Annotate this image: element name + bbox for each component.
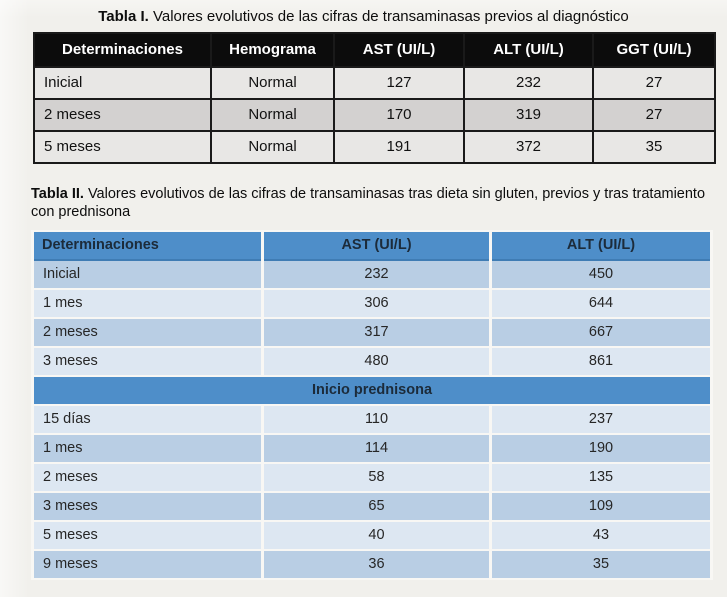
column-header-hemograma: Hemograma (210, 31, 335, 68)
table2-caption-label: Tabla II. (31, 185, 84, 202)
band-label: Inicio prednisona (31, 375, 713, 406)
table-row: 2 meses 58 135 (31, 462, 713, 493)
column-header-ast: AST (UI/L) (261, 230, 492, 261)
table-row: 9 meses 36 35 (31, 549, 713, 580)
table-cell: 65 (261, 491, 492, 522)
table-row: 2 meses 317 667 (31, 317, 713, 348)
table-cell: 135 (489, 462, 713, 493)
table-cell: Inicial (33, 65, 212, 100)
table1-caption: Tabla I. Valores evolutivos de las cifra… (0, 8, 727, 27)
table-cell: 644 (489, 288, 713, 319)
table-cell: 2 meses (31, 462, 264, 493)
table2-caption: Tabla II. Valores evolutivos de las cifr… (31, 185, 721, 221)
table-cell: 2 meses (33, 97, 212, 132)
table-cell: 114 (261, 433, 492, 464)
table-row: 3 meses 65 109 (31, 491, 713, 522)
table-cell: 372 (463, 129, 594, 164)
table-row: Inicial Normal 127 232 27 (33, 65, 716, 100)
table-cell: 237 (489, 404, 713, 435)
column-header-determinaciones: Determinaciones (31, 230, 264, 261)
table1-header-row: Determinaciones Hemograma AST (UI/L) ALT… (33, 31, 716, 68)
column-header-ast: AST (UI/L) (333, 31, 465, 68)
table1: Determinaciones Hemograma AST (UI/L) ALT… (33, 31, 716, 164)
table-cell: 35 (592, 129, 716, 164)
table-cell: 667 (489, 317, 713, 348)
table2-header-row: Determinaciones AST (UI/L) ALT (UI/L) (31, 230, 713, 261)
table-cell: 306 (261, 288, 492, 319)
table-cell: 191 (333, 129, 465, 164)
table-cell: 36 (261, 549, 492, 580)
table-cell: 190 (489, 433, 713, 464)
table-row: 5 meses 40 43 (31, 520, 713, 551)
table-row: 15 días 110 237 (31, 404, 713, 435)
table-cell: 232 (463, 65, 594, 100)
table1-caption-label: Tabla I. (98, 8, 149, 25)
table-cell: Normal (210, 65, 335, 100)
table-cell: 2 meses (31, 317, 264, 348)
column-header-determinaciones: Determinaciones (33, 31, 212, 68)
table-cell: 480 (261, 346, 492, 377)
column-header-alt: ALT (UI/L) (489, 230, 713, 261)
table-cell: 5 meses (33, 129, 212, 164)
table-cell: 3 meses (31, 346, 264, 377)
table2-caption-text: Valores evolutivos de las cifras de tran… (31, 185, 706, 220)
prednisone-start-band: Inicio prednisona (31, 375, 713, 406)
table-cell: 5 meses (31, 520, 264, 551)
table-cell: 110 (261, 404, 492, 435)
table-cell: 319 (463, 97, 594, 132)
table-cell: 58 (261, 462, 492, 493)
table-cell: Inicial (31, 259, 264, 290)
table-cell: 1 mes (31, 433, 264, 464)
table-cell: Normal (210, 97, 335, 132)
table-cell: 15 días (31, 404, 264, 435)
table-cell: 861 (489, 346, 713, 377)
table-cell: 27 (592, 97, 716, 132)
table-cell: 1 mes (31, 288, 264, 319)
column-header-ggt: GGT (UI/L) (592, 31, 716, 68)
table-row: 1 mes 114 190 (31, 433, 713, 464)
table-cell: 232 (261, 259, 492, 290)
table-row: 1 mes 306 644 (31, 288, 713, 319)
column-header-alt: ALT (UI/L) (463, 31, 594, 68)
table-cell: 127 (333, 65, 465, 100)
table-cell: Normal (210, 129, 335, 164)
table1-caption-text: Valores evolutivos de las cifras de tran… (148, 8, 629, 25)
table-row: 5 meses Normal 191 372 35 (33, 129, 716, 164)
table-cell: 27 (592, 65, 716, 100)
table-row: Inicial 232 450 (31, 259, 713, 290)
table-row: 2 meses Normal 170 319 27 (33, 97, 716, 132)
table-cell: 170 (333, 97, 465, 132)
table-cell: 40 (261, 520, 492, 551)
table-row: 3 meses 480 861 (31, 346, 713, 377)
table-cell: 450 (489, 259, 713, 290)
table-cell: 317 (261, 317, 492, 348)
table-cell: 35 (489, 549, 713, 580)
table-cell: 3 meses (31, 491, 264, 522)
table-cell: 43 (489, 520, 713, 551)
table-cell: 9 meses (31, 549, 264, 580)
table2: Determinaciones AST (UI/L) ALT (UI/L) In… (31, 230, 713, 580)
table-cell: 109 (489, 491, 713, 522)
